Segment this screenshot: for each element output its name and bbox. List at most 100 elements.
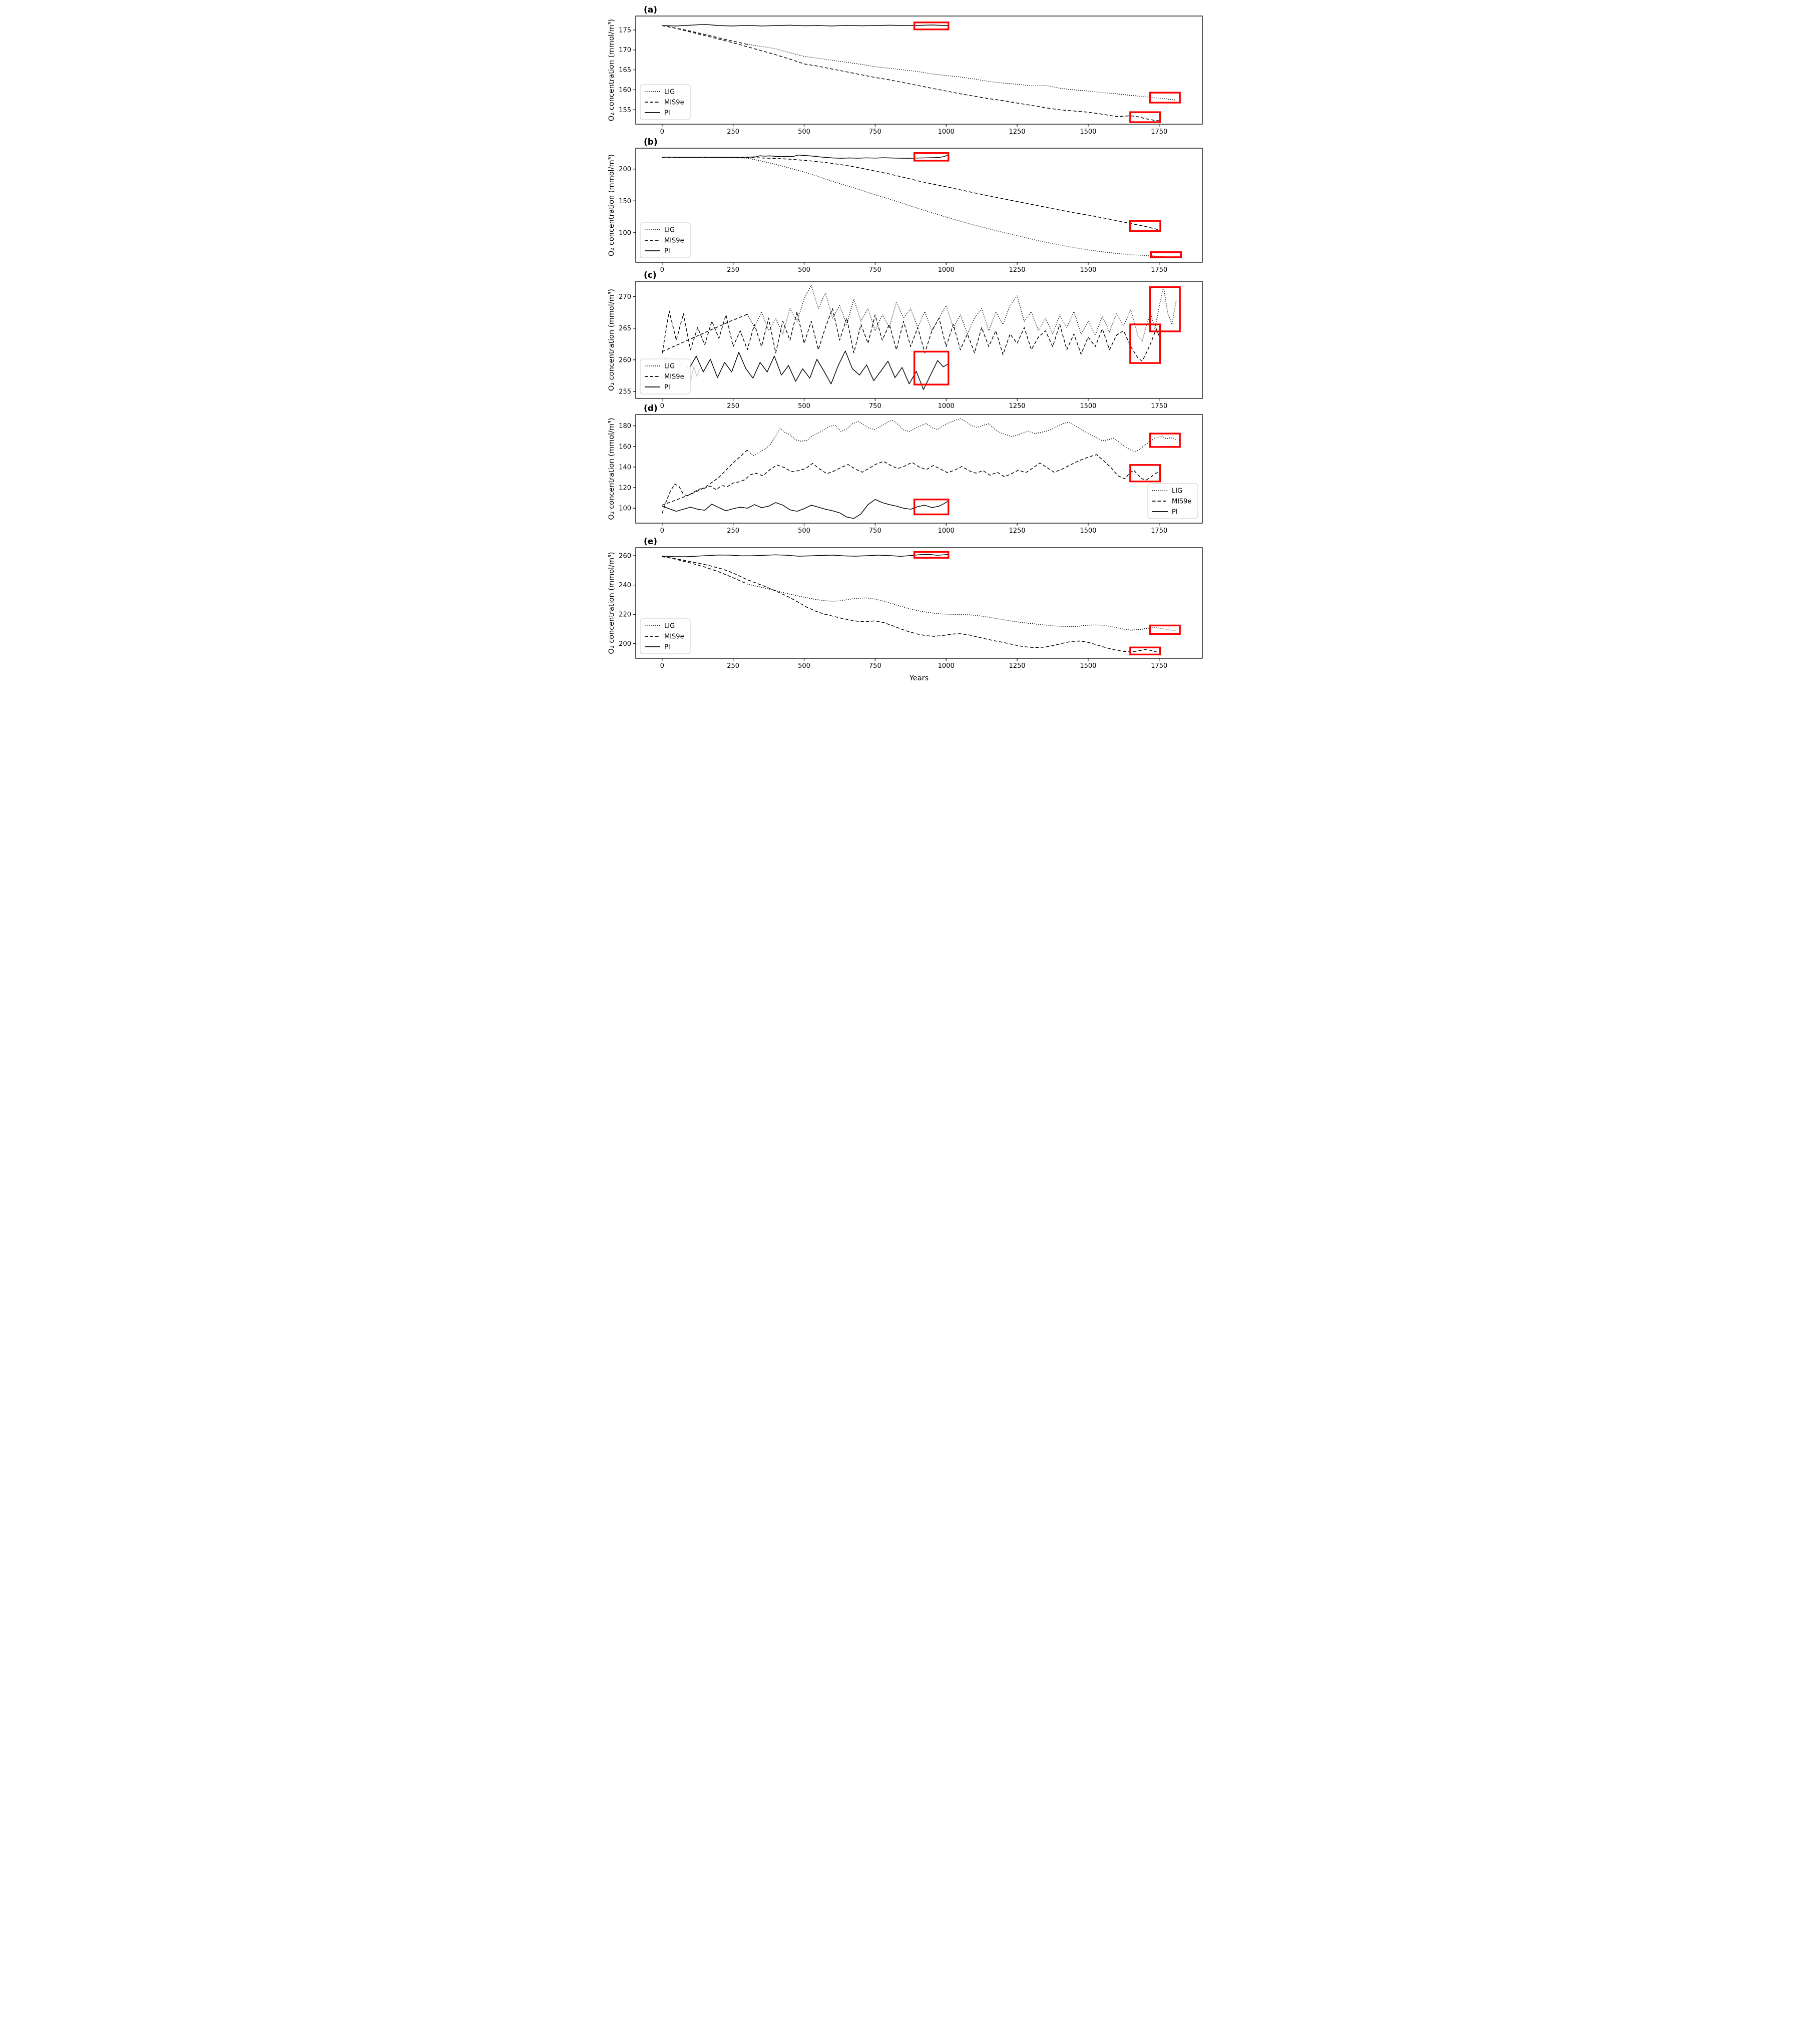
x-tick-label: 500	[798, 527, 810, 535]
panel-d: (d) O₂ concentration (mmol/m³) 0 250 500 750 1…	[608, 403, 1203, 535]
legend-label: PI	[664, 248, 670, 255]
y-tick-label: 160	[619, 443, 631, 451]
y-tick-label: 140	[619, 464, 631, 471]
series-lig-lead	[662, 25, 747, 45]
x-tick-label: 750	[868, 266, 881, 274]
y-tick-label: 155	[619, 107, 631, 114]
legend-label: PI	[664, 644, 670, 651]
y-axis-label: O₂ concentration (mmol/m³)	[608, 19, 616, 121]
series-lig	[746, 418, 1176, 457]
x-tick-label: 250	[727, 402, 739, 410]
legend-label: LIG	[664, 623, 675, 630]
legend-label: PI	[664, 110, 670, 117]
x-tick-label: 1250	[1009, 128, 1025, 136]
legend: LIG MIS9e PI	[640, 358, 690, 394]
legend-box	[640, 222, 690, 258]
panel-a: (a) O₂ concentration (mmol/m³) 0 250 500 750 1…	[608, 5, 1203, 136]
legend-label: LIG	[664, 89, 675, 96]
x-tick-label: 250	[727, 266, 739, 274]
x-tick-label: 750	[868, 527, 881, 535]
y-axis-label: O₂ concentration (mmol/m³)	[608, 289, 616, 391]
x-tick-label: 750	[868, 662, 881, 670]
x-tick-label: 0	[660, 662, 664, 670]
legend-box	[1147, 483, 1198, 519]
y-tick-label: 165	[619, 67, 631, 74]
legend-label: MIS9e	[664, 237, 684, 245]
y-axis-label: O₂ concentration (mmol/m³)	[608, 552, 616, 654]
legend-label: LIG	[664, 227, 675, 234]
highlight-box	[913, 350, 949, 385]
y-tick-label: 175	[619, 27, 631, 34]
axes-frame	[635, 414, 1203, 524]
highlight-box	[1129, 111, 1161, 123]
legend-label: MIS9e	[664, 633, 684, 641]
x-tick-label: 250	[727, 662, 739, 670]
x-tick-label: 1000	[938, 128, 954, 136]
highlight-box	[913, 22, 949, 31]
x-tick-label: 500	[798, 128, 810, 136]
series-mis9e	[661, 454, 1161, 514]
x-tick-label: 1750	[1151, 527, 1167, 535]
panel-c: (c) O₂ concentration (mmol/m³) 0 250 500 750 1…	[608, 270, 1203, 410]
x-tick-label: 500	[798, 662, 810, 670]
x-tick-label: 1500	[1080, 266, 1096, 274]
legend-box	[640, 618, 690, 654]
x-tick-label: 1250	[1009, 266, 1025, 274]
legend-label: LIG	[664, 363, 675, 370]
x-tick-label: 1500	[1080, 402, 1096, 410]
series-pi	[662, 499, 948, 519]
series-lig	[662, 157, 1176, 257]
panel-e: (e) O₂ concentration (mmol/m³) 0 250 500 750 1…	[608, 537, 1203, 681]
x-tick-label: 0	[660, 527, 664, 535]
x-tick-label: 500	[798, 402, 810, 410]
highlight-box	[1149, 433, 1181, 448]
x-tick-label: 1000	[938, 402, 954, 410]
x-tick-label: 0	[660, 266, 664, 274]
x-axis-label: Years	[909, 674, 928, 681]
series-mis9e	[661, 308, 1161, 362]
legend-label: MIS9e	[664, 99, 684, 107]
x-tick-label: 1000	[938, 266, 954, 274]
x-tick-label: 250	[727, 527, 739, 535]
legend: LIG MIS9e PI	[1147, 483, 1198, 519]
highlight-box	[913, 498, 949, 516]
highlight-box	[1149, 624, 1181, 635]
series-pi	[688, 350, 948, 390]
series-lig	[746, 284, 1177, 342]
series-mis9e	[662, 25, 1161, 122]
axes-frame	[635, 281, 1203, 399]
panel-label: (d)	[644, 403, 658, 414]
highlight-box	[1149, 286, 1181, 332]
x-tick-label: 0	[660, 128, 664, 136]
highlight-box	[1129, 646, 1161, 656]
x-tick-label: 0	[660, 402, 664, 410]
series-mis9e	[662, 556, 1161, 654]
y-tick-label: 100	[619, 505, 631, 513]
y-tick-label: 240	[619, 582, 631, 589]
x-tick-label: 750	[868, 128, 881, 136]
x-tick-label: 500	[798, 266, 810, 274]
legend-label: PI	[664, 384, 670, 391]
y-tick-label: 255	[619, 388, 631, 396]
x-tick-label: 1500	[1080, 128, 1096, 136]
panel-label: (a)	[644, 5, 657, 15]
y-tick-label: 160	[619, 87, 631, 94]
series-lig	[747, 44, 1176, 101]
o2-concentration-figure: (a) O₂ concentration (mmol/m³) 0 250 500 750 1…	[605, 0, 1211, 681]
x-tick-label: 1750	[1151, 128, 1167, 136]
x-tick-label: 750	[868, 402, 881, 410]
axes-frame	[635, 16, 1203, 125]
series-pi	[662, 554, 948, 557]
y-tick-label: 100	[619, 229, 631, 237]
legend: LIG MIS9e PI	[640, 84, 690, 120]
y-tick-label: 150	[619, 198, 631, 205]
series-lig	[747, 583, 1176, 632]
y-tick-label: 200	[619, 166, 631, 173]
y-tick-label: 200	[619, 640, 631, 648]
y-tick-label: 120	[619, 485, 631, 492]
x-tick-label: 1500	[1080, 527, 1096, 535]
highlight-box	[913, 551, 949, 559]
highlight-box	[913, 152, 949, 162]
x-tick-label: 250	[727, 128, 739, 136]
x-tick-label: 1000	[938, 662, 954, 670]
